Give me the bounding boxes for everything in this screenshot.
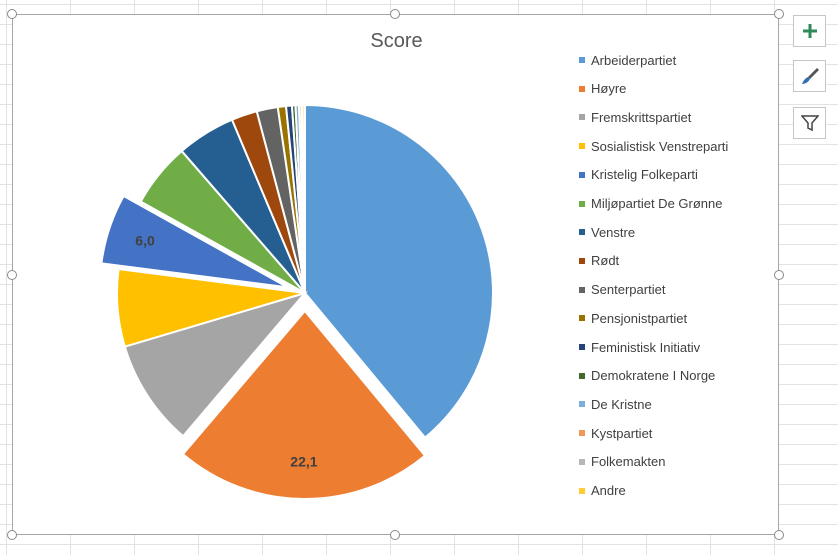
legend-label: Kristelig Folkeparti <box>591 167 698 183</box>
legend-label: Kystpartiet <box>591 425 653 441</box>
legend-label: Miljøpartiet De Grønne <box>591 196 723 211</box>
legend-swatch <box>579 114 585 121</box>
legend-label: Sosialistisk Venstreparti <box>591 138 729 154</box>
resize-handle-top-right[interactable] <box>774 9 784 19</box>
legend-item-andre[interactable]: Andre <box>579 483 626 499</box>
funnel-icon <box>800 115 819 132</box>
legend-item-kristelig-folkeparti[interactable]: Kristelig Folkeparti <box>579 167 698 183</box>
plus-icon <box>802 24 817 38</box>
resize-handle-right[interactable] <box>774 270 784 280</box>
legend-label: Venstre <box>591 224 636 240</box>
pie-chart: 22,1 6,0 <box>100 103 494 500</box>
legend-label: Fremskrittspartiet <box>591 109 692 125</box>
legend-item-de-kristne[interactable]: De Kristne <box>579 396 652 412</box>
legend-item-rodt[interactable]: Rødt <box>579 253 619 269</box>
legend-swatch <box>579 57 585 63</box>
legend-item-venstre[interactable]: Venstre <box>579 224 635 240</box>
legend-swatch <box>579 372 585 379</box>
add-chart-element-button[interactable] <box>793 15 826 47</box>
legend-swatch <box>579 487 585 494</box>
legend-label: De Kristne <box>591 396 652 412</box>
legend-swatch <box>579 430 585 437</box>
legend-item-demokratene-i-norge[interactable]: Demokratene I Norge <box>579 368 715 384</box>
legend-swatch <box>579 286 585 293</box>
chart-styles-button[interactable] <box>793 60 826 92</box>
legend-item-folkemakten[interactable]: Folkemakten <box>579 454 665 470</box>
paintbrush-icon <box>801 68 819 84</box>
data-label-kristelig-folkeparti: 6,0 <box>135 232 155 248</box>
legend-swatch <box>579 229 585 236</box>
legend-item-miljopartiet-de-gronne[interactable]: Miljøpartiet De Grønne <box>579 196 722 212</box>
resize-handle-bottom-left[interactable] <box>7 530 17 540</box>
legend-item-sosialistisk-venstreparti[interactable]: Sosialistisk Venstreparti <box>579 138 728 154</box>
legend-label: Folkemakten <box>591 454 666 470</box>
pie-slice-andre[interactable] <box>301 103 306 294</box>
legend-swatch <box>579 200 585 207</box>
pie-slice-sosialistisk-venstreparti[interactable] <box>116 267 306 348</box>
legend-label: Rødt <box>591 253 620 269</box>
resize-handle-top-left[interactable] <box>7 9 17 19</box>
legend-label: Senterpartiet <box>591 282 666 298</box>
legend-swatch <box>579 85 585 92</box>
pie-slice-kristelig-folkeparti[interactable] <box>100 194 289 289</box>
legend-item-pensjonistpartiet[interactable]: Pensjonistpartiet <box>579 310 687 326</box>
chart-title: Score <box>370 30 423 52</box>
legend-swatch <box>579 401 585 408</box>
legend-item-hoyre[interactable]: Høyre <box>579 81 626 97</box>
resize-handle-top[interactable] <box>390 9 400 19</box>
resize-handle-bottom[interactable] <box>390 530 400 540</box>
legend-label: Demokratene I Norge <box>591 368 716 384</box>
legend-label: Feministisk Initiativ <box>591 339 701 355</box>
chart-filters-button[interactable] <box>793 107 826 139</box>
pie-slice-fremskrittspartiet[interactable] <box>123 291 308 438</box>
resize-handle-bottom-right[interactable] <box>774 530 784 540</box>
pie-slice-hoyre[interactable] <box>181 309 427 500</box>
legend-item-arbeiderpartiet[interactable]: Arbeiderpartiet <box>579 52 676 68</box>
legend-swatch <box>579 458 585 465</box>
legend-swatch <box>579 257 585 264</box>
legend-item-senterpartiet[interactable]: Senterpartiet <box>579 282 665 298</box>
legend-swatch <box>579 143 585 150</box>
pie-slice-arbeiderpartiet[interactable] <box>304 103 494 440</box>
legend-item-kystpartiet[interactable]: Kystpartiet <box>579 425 652 441</box>
legend-swatch <box>579 171 585 178</box>
legend-swatch <box>579 344 585 350</box>
legend-item-fremskrittspartiet[interactable]: Fremskrittspartiet <box>579 109 691 125</box>
resize-handle-left[interactable] <box>7 270 17 280</box>
legend-label: Andre <box>591 483 626 498</box>
legend-label: Pensjonistpartiet <box>591 310 688 326</box>
legend-item-feministisk-initiativ[interactable]: Feministisk Initiativ <box>579 339 700 355</box>
legend-label: Høyre <box>591 81 627 97</box>
data-label-hoyre: 22,1 <box>290 453 317 469</box>
legend-swatch <box>579 315 585 322</box>
chart-area[interactable]: Score 22,1 6,0 Arbeiderpartiet Høyre Fremsk… <box>12 14 779 535</box>
legend-label: Arbeiderpartiet <box>591 52 677 68</box>
